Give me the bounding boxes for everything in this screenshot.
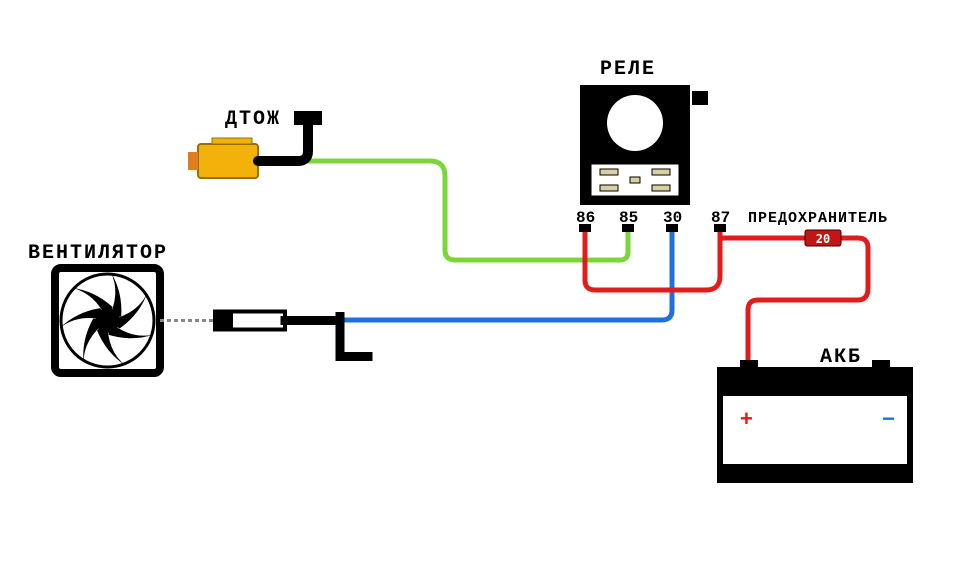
diagram-stage: 20 + − РЕЛЕ ДТОЖ ВЕНТИЛЯТОР АКБ ПРЕДОХРАНИ… [0,0,960,576]
wiring-svg: 20 + − [0,0,960,576]
svg-text:−: − [882,406,895,431]
label-relay: РЕЛЕ [600,58,656,81]
label-term-86: 86 [576,209,595,227]
label-fuse: ПРЕДОХРАНИТЕЛЬ [748,210,888,227]
label-battery: АКБ [820,346,862,369]
label-fan: ВЕНТИЛЯТОР [28,242,168,265]
label-term-85: 85 [619,209,638,227]
svg-text:+: + [740,406,753,431]
label-sensor: ДТОЖ [225,108,281,131]
svg-text:20: 20 [816,232,830,246]
label-term-87: 87 [711,209,730,227]
label-term-30: 30 [663,209,682,227]
